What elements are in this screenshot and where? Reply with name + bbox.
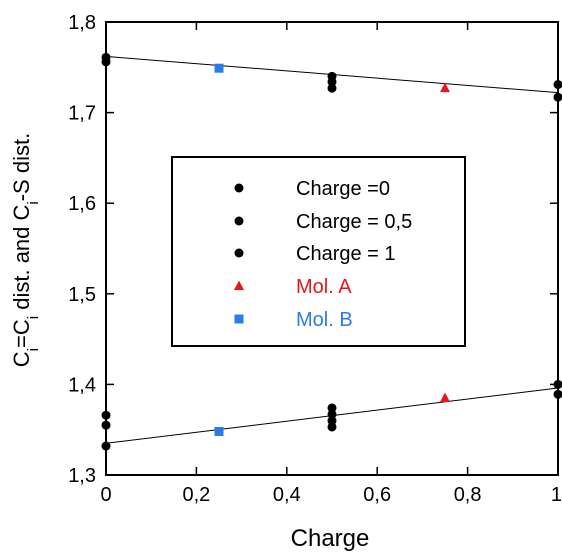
x-axis-label: Charge [291, 525, 370, 552]
y-tick-label: 1,6 [68, 193, 96, 215]
y-tick-label: 1,5 [68, 284, 96, 306]
y-tick-label: 1,8 [68, 12, 96, 34]
x-tick-label: 0,4 [273, 484, 301, 506]
y-tick-label: 1,4 [68, 374, 96, 396]
plot-frame [105, 21, 559, 476]
legend-box [171, 156, 466, 347]
y-tick-label: 1,7 [68, 103, 96, 125]
legend-label: Charge = 1 [296, 243, 396, 265]
data-point [440, 82, 450, 93]
y-axis-label: Ci=Ci dist. and Ci-S dist. [9, 133, 42, 367]
legend-label: Charge = 0,5 [296, 211, 412, 233]
legend-label: Mol. A [296, 276, 352, 298]
data-point [327, 416, 337, 426]
y-tick-label: 1,3 [68, 465, 96, 487]
tick-labels: 0 0,2 0,4 0,6 0,8 1 1,3 1,4 1,5 1,6 1,7 1,8 [68, 12, 562, 506]
legend-marker [234, 280, 244, 290]
data-point [214, 63, 224, 73]
data-point [440, 392, 450, 402]
legend-marker [234, 314, 244, 324]
data-point [327, 409, 337, 419]
legend-marker [234, 183, 244, 193]
x-tick-label: 0 [100, 484, 111, 506]
legend-label: Charge =0 [296, 178, 390, 200]
data-point [327, 422, 337, 432]
data-points [101, 52, 562, 451]
legend-marker [234, 216, 244, 226]
x-tick-label: 0,8 [454, 484, 482, 506]
data-point [327, 83, 337, 93]
axis-ticks [105, 21, 559, 476]
x-tick-label: 1 [551, 484, 562, 506]
data-point [327, 77, 337, 87]
x-tick-label: 0,6 [363, 484, 391, 506]
x-tick-label: 0,2 [182, 484, 210, 506]
legend: Charge =0 Charge = 0,5 Charge = 1 Mol. A Mol… [171, 156, 466, 347]
legend-label: Mol. B [296, 309, 353, 331]
data-point [214, 427, 224, 437]
legend-marker [234, 248, 244, 258]
data-point [327, 403, 337, 413]
